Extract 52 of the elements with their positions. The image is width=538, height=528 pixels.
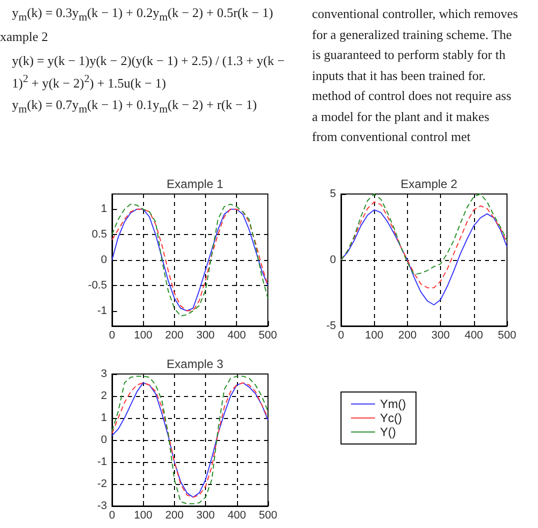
text: from conventional control met xyxy=(312,129,470,145)
y-tick-label: 0 xyxy=(330,254,336,266)
y-tick-label: 2 xyxy=(100,390,107,402)
text: y$_{m}$(k) = 0.3y$_{m}$(k − 1) + 0.2y$_{m}$(k − 2) + 0.5r(k − 1) xyxy=(12,4,274,26)
y-tick-label: 1 xyxy=(100,412,107,424)
chart-title: Example 2 xyxy=(400,177,458,191)
text: method of control does not require ass xyxy=(312,88,512,104)
text: is guaranteed to perform stably for th xyxy=(312,47,506,63)
y-tick-label: 3 xyxy=(100,368,107,380)
x-tick-label: 200 xyxy=(165,510,184,522)
legend-label: Y() xyxy=(380,425,396,439)
x-tick-label: 100 xyxy=(134,510,152,522)
x-tick-label: 500 xyxy=(258,330,278,342)
text: y(k) = y(k − 1)y(k − 2)(y(k − 1) + 2.5) / (1.3 + y(k − 1)$^{2}$ + y(k − 2)$^{2}$) + 1.5u(k − 1) xyxy=(12,52,286,92)
chart-title: Example 1 xyxy=(166,177,224,191)
y-tick-label: -0.5 xyxy=(88,279,107,292)
legend-label: Ym() xyxy=(380,397,406,411)
x-tick-label: 200 xyxy=(398,330,417,342)
text: y$_{m}$(k) = 0.7y$_{m}$(k − 1) + 0.1y$_{m}$(k − 2) + r(k − 1) xyxy=(12,96,258,118)
x-tick-label: 200 xyxy=(165,330,184,342)
text: inputs that it has been trained for. xyxy=(312,68,486,84)
y-tick-label: 0 xyxy=(100,434,107,446)
y-tick-label: 1 xyxy=(100,203,107,216)
text: xample 2 xyxy=(0,28,50,46)
text: for a generalized training scheme. The xyxy=(312,26,512,42)
y-tick-label: 0.5 xyxy=(92,228,107,241)
x-tick-label: 400 xyxy=(227,330,246,342)
y-tick-label: -3 xyxy=(97,500,107,512)
x-tick-label: 300 xyxy=(196,510,215,522)
x-tick-label: 400 xyxy=(464,330,483,342)
x-tick-label: 0 xyxy=(108,510,116,522)
y-tick-label: -2 xyxy=(97,478,107,490)
y-tick-label: 0 xyxy=(100,254,107,266)
line-series xyxy=(340,194,508,276)
chart-title: Example 3 xyxy=(166,357,224,371)
x-tick-label: 0 xyxy=(338,330,344,342)
x-tick-label: 500 xyxy=(498,330,516,342)
y-tick-label: -5 xyxy=(326,320,336,332)
text: conventional controller, which removes xyxy=(312,6,518,22)
x-tick-label: 100 xyxy=(134,330,152,342)
y-tick-label: -1 xyxy=(97,456,107,468)
x-tick-label: 100 xyxy=(365,330,384,342)
legend-label: Yc() xyxy=(380,411,402,425)
x-tick-label: 500 xyxy=(258,510,278,522)
x-tick-label: 300 xyxy=(431,330,450,342)
x-tick-label: 0 xyxy=(108,330,116,342)
y-tick-label: -1 xyxy=(97,304,107,317)
y-tick-label: 5 xyxy=(330,188,336,200)
text: a model for the plant and it makes xyxy=(312,108,490,124)
x-tick-label: 300 xyxy=(196,330,215,342)
x-tick-label: 400 xyxy=(228,510,246,522)
line-series xyxy=(340,209,508,306)
